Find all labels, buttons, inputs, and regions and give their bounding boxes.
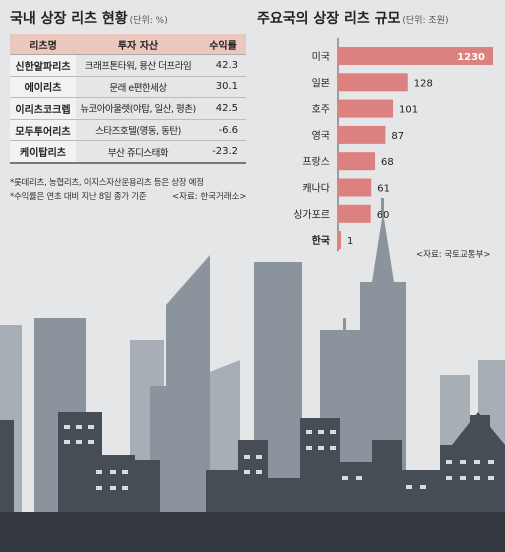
value-label: 87: [391, 131, 404, 142]
value-label: 68: [381, 157, 394, 168]
bar: [338, 178, 372, 197]
table-row: 이리츠코크렙 뉴코아아울렛(야탑, 일산, 평촌) 42.5: [10, 97, 246, 120]
reits-table: 리츠명 투자 자산 수익률 신한알파리츠 크래프톤타워, 용산 더프라임 42.…: [10, 34, 246, 164]
value-label: 60: [377, 210, 390, 221]
left-title: 국내 상장 리츠 현황 (단위: %): [10, 8, 168, 28]
table-row: 에이리츠 문래 e편한세상 30.1: [10, 76, 246, 99]
reit-name: 신한알파리츠: [10, 54, 76, 77]
reit-assets: 문래 e편한세상: [76, 76, 200, 99]
bar: [338, 47, 493, 65]
reit-name: 이리츠코크렙: [10, 97, 76, 120]
category-label: 영국: [312, 130, 330, 142]
header-return: 수익률: [200, 34, 246, 55]
bar: [338, 99, 394, 118]
reit-assets: 크래프톤타워, 용산 더프라임: [76, 54, 200, 77]
category-label: 프랑스: [302, 156, 330, 168]
reit-assets: 뉴코아아울렛(야탑, 일산, 평촌): [76, 97, 200, 120]
value-label: 101: [399, 105, 418, 116]
left-unit: (단위: %): [129, 16, 168, 26]
category-label: 호주: [312, 104, 330, 116]
reit-assets: 부산 쥬디스태화: [76, 140, 200, 164]
chart-unit: (단위: 조원): [402, 16, 449, 26]
reit-return: -23.2: [200, 140, 246, 164]
chart-title-text: 주요국의 상장 리츠 규모: [257, 11, 401, 27]
reit-assets: 스타즈호텔(명동, 동탄): [76, 119, 200, 142]
category-label: 일본: [312, 77, 330, 89]
left-title-text: 국내 상장 리츠 현황: [10, 11, 128, 27]
table-header-row: 리츠명 투자 자산 수익률: [10, 34, 246, 55]
table-row: 모두투어리츠 스타즈호텔(명동, 동탄) -6.6: [10, 119, 246, 142]
bar: [338, 73, 408, 92]
table-row: 케이탑리츠 부산 쥬디스태화 -23.2: [10, 140, 246, 164]
reit-return: 30.1: [200, 76, 246, 99]
left-source: <자료: 한국거래소>: [172, 192, 247, 202]
category-label: 캐나다: [302, 183, 330, 195]
reit-return: -6.6: [200, 119, 246, 142]
bar: [338, 152, 376, 171]
value-label: 61: [377, 184, 390, 195]
value-label: 1230: [457, 52, 485, 63]
footnote-return-basis: *수익률은 연초 대비 지난 8일 종가 기준: [10, 192, 147, 202]
chart-source: <자료: 국토교통부>: [416, 250, 491, 260]
value-label: 1: [347, 236, 353, 247]
reit-name: 에이리츠: [10, 76, 76, 99]
reit-name: 케이탑리츠: [10, 140, 76, 164]
category-label: 싱가포르: [293, 209, 330, 221]
header-reit-name: 리츠명: [10, 34, 76, 55]
bar: [338, 125, 386, 144]
bar: [338, 204, 371, 223]
reit-return: 42.3: [200, 54, 246, 77]
category-label: 한국: [312, 235, 330, 247]
category-label: 미국: [312, 51, 330, 63]
reit-size-bar-chart: 미국 1230 일본 128 호주 101 영국 87 프랑스 68 캐나다 61 싱가포르 60 한국 1: [293, 38, 493, 252]
footnote-listing: *롯데리츠, 농협리츠, 이지스자산운용리츠 등은 상장 예정: [10, 178, 204, 188]
reit-name: 모두투어리츠: [10, 119, 76, 142]
chart-title: 주요국의 상장 리츠 규모 (단위: 조원): [257, 8, 448, 28]
bar: [338, 231, 341, 250]
value-label: 128: [414, 78, 433, 89]
table-row: 신한알파리츠 크래프톤타워, 용산 더프라임 42.3: [10, 54, 246, 77]
reit-return: 42.5: [200, 97, 246, 120]
header-assets: 투자 자산: [76, 34, 200, 55]
